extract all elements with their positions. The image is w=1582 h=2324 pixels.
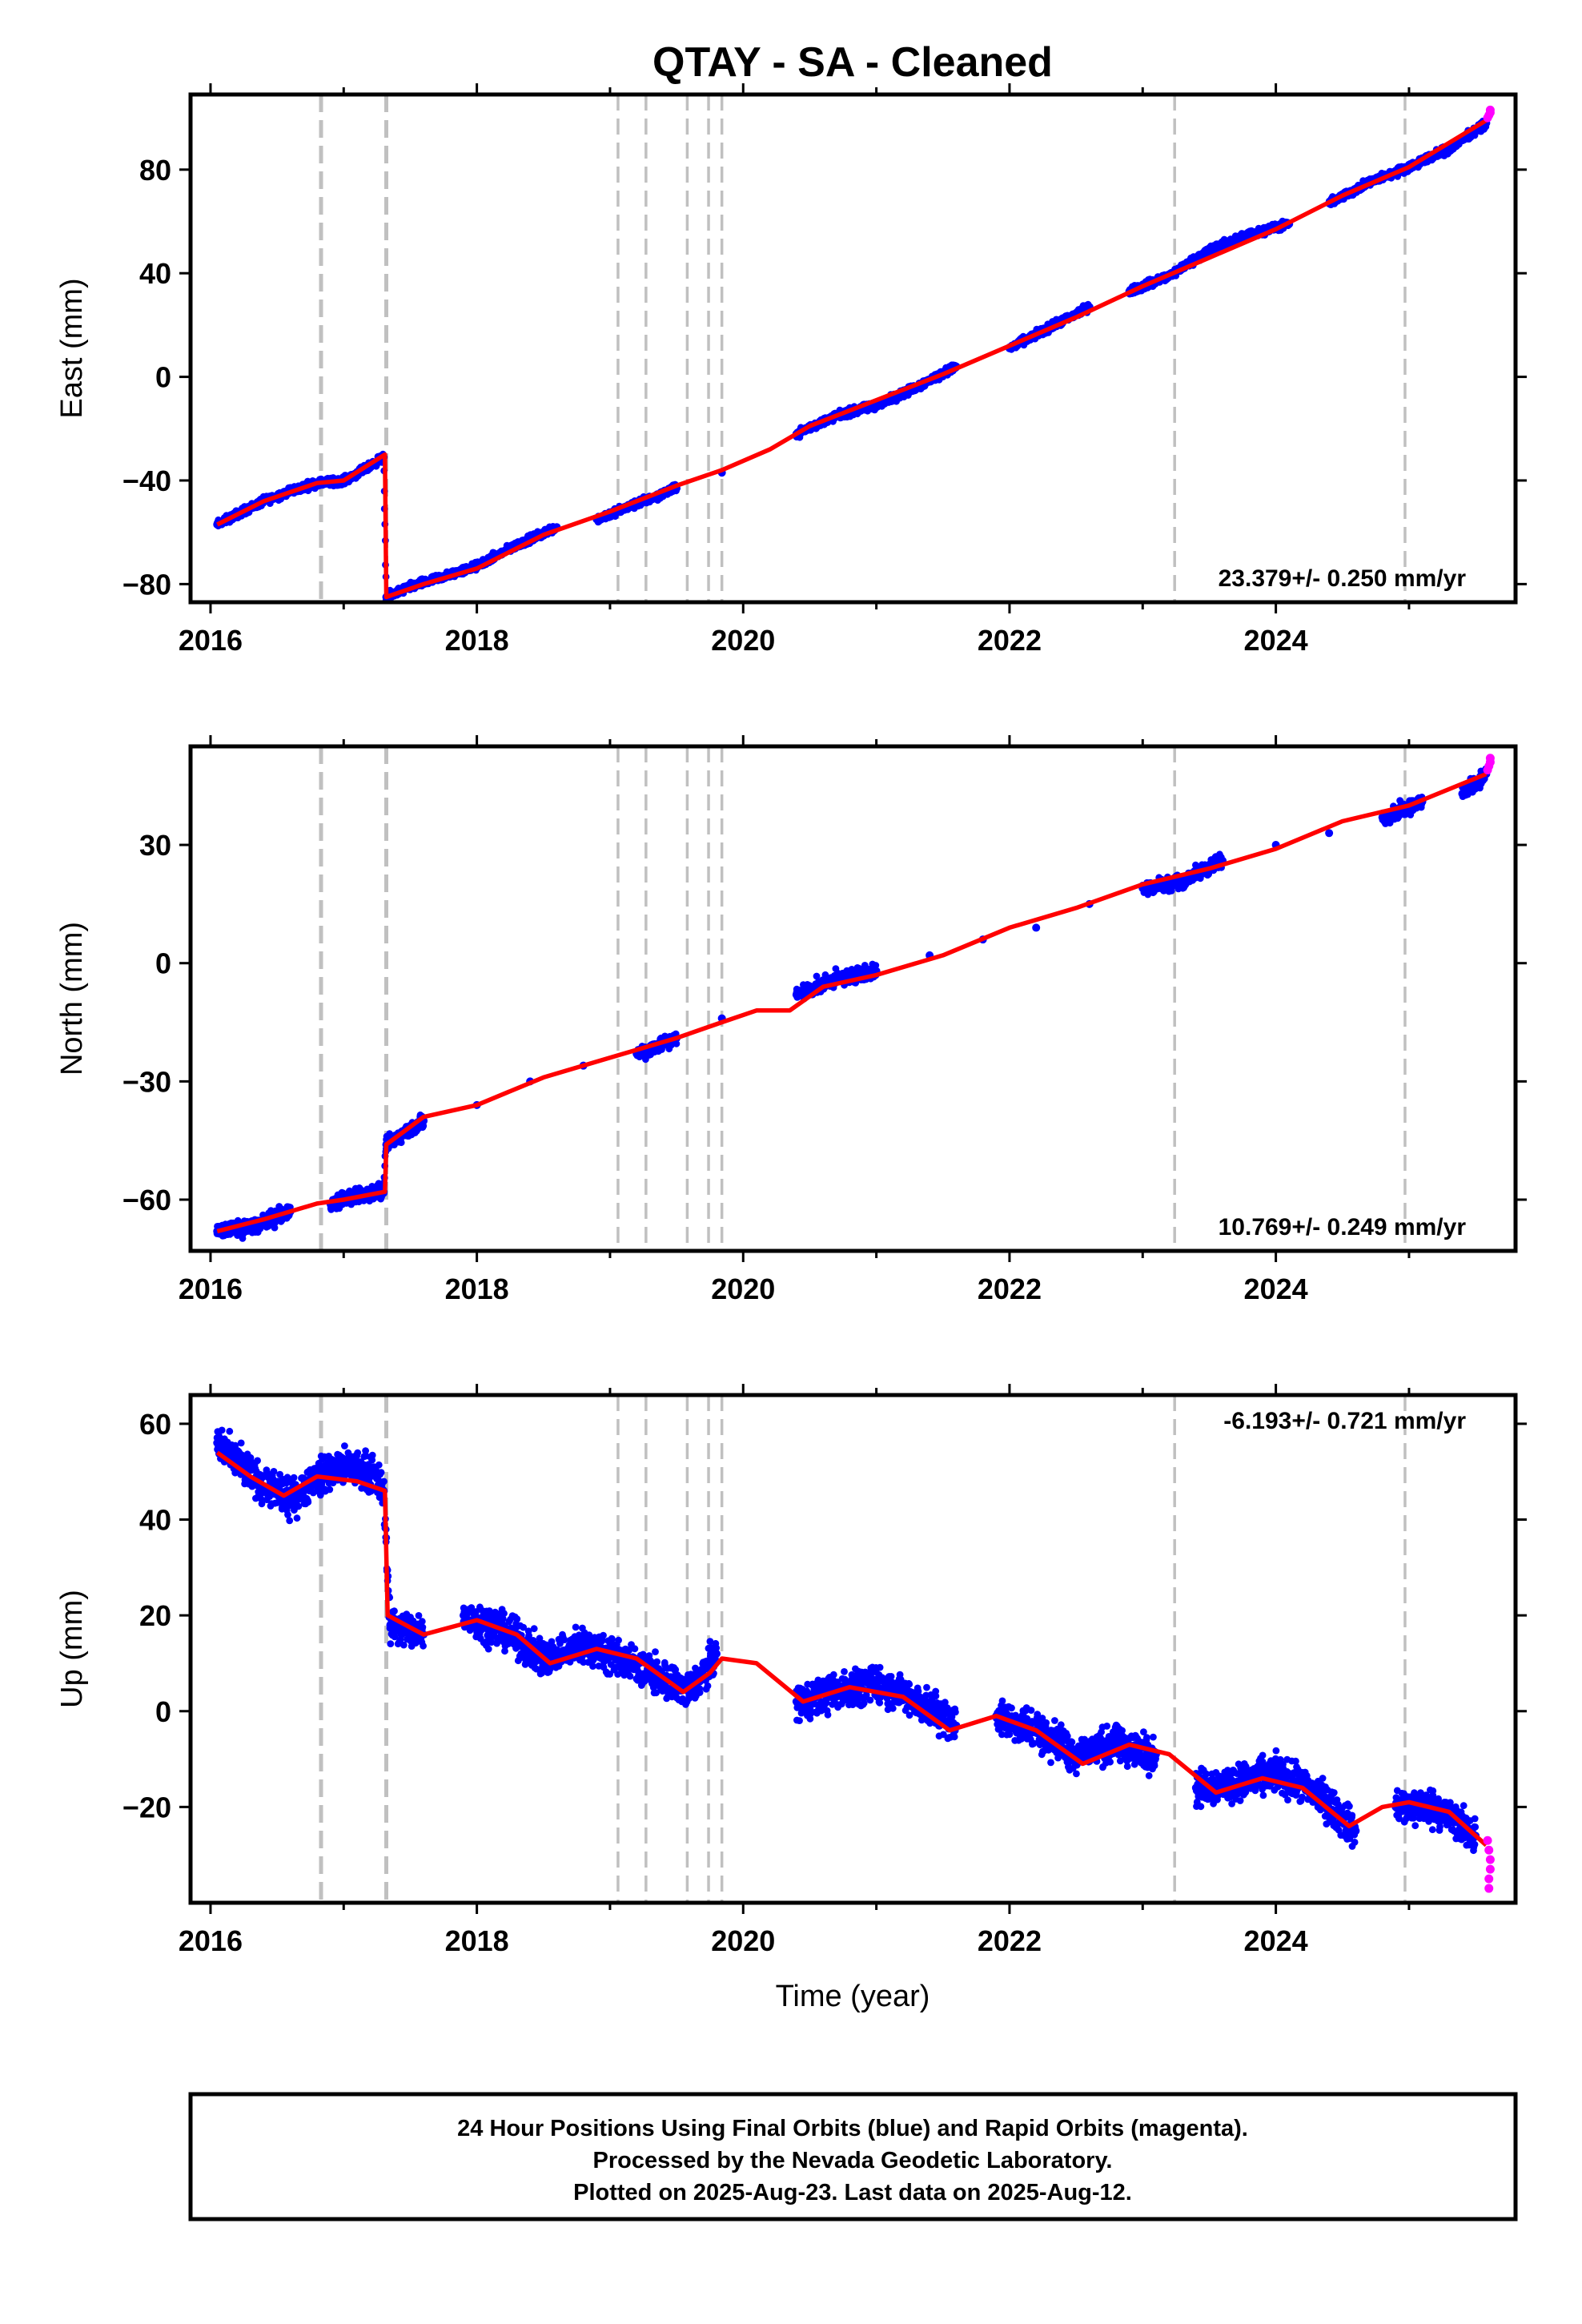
final-orbits-cloud bbox=[213, 1426, 1480, 1855]
x-tick-label: 2016 bbox=[179, 1273, 243, 1305]
final-orbit-point bbox=[1032, 923, 1041, 932]
final-orbit-point bbox=[832, 975, 841, 983]
final-orbit-point bbox=[270, 1468, 278, 1475]
y-tick-label: −60 bbox=[122, 1184, 171, 1216]
final-orbit-point bbox=[304, 1498, 312, 1506]
final-orbit-point bbox=[1458, 790, 1467, 798]
north-panel: 2016 2018 2020 2022 2024 −60 −30 0 30 North (mm) 1… bbox=[55, 735, 1527, 1305]
plot-frame bbox=[188, 92, 1518, 605]
final-orbit-point bbox=[792, 991, 801, 999]
final-orbit-point bbox=[280, 1498, 288, 1505]
y-tick-label: 0 bbox=[155, 947, 171, 980]
final-orbit-point bbox=[237, 1439, 245, 1447]
x-tick-label: 2022 bbox=[978, 1273, 1042, 1305]
final-orbit-point bbox=[316, 1491, 324, 1499]
y-tick-label: −40 bbox=[122, 464, 171, 497]
y-tick-label: 40 bbox=[139, 257, 171, 290]
plot-frame bbox=[188, 744, 1518, 1253]
final-orbit-point bbox=[1167, 887, 1175, 895]
y-tick-label: 30 bbox=[139, 829, 171, 862]
x-tick-label: 2022 bbox=[978, 624, 1042, 657]
x-tick-label: 2018 bbox=[445, 1273, 509, 1305]
x-tick-label: 2020 bbox=[711, 624, 775, 657]
y-tick-label: 80 bbox=[139, 154, 171, 187]
plot-area bbox=[213, 94, 1495, 602]
rapid-orbit-point bbox=[1485, 754, 1495, 763]
final-orbit-point bbox=[1444, 144, 1453, 153]
y-tick-label: 0 bbox=[155, 361, 171, 394]
y-axis-label: East (mm) bbox=[55, 278, 89, 418]
final-orbit-point bbox=[1378, 813, 1387, 822]
final-orbit-point bbox=[872, 401, 881, 410]
final-orbit-point bbox=[295, 1502, 303, 1510]
final-orbits-cloud bbox=[213, 117, 1490, 602]
model-line bbox=[216, 118, 1488, 600]
final-orbit-point bbox=[226, 1427, 234, 1435]
rate-label: 10.769+/- 0.249 mm/yr bbox=[1219, 1214, 1467, 1240]
rapid-orbit-point bbox=[1485, 105, 1495, 115]
x-tick-label: 2018 bbox=[445, 624, 509, 657]
x-tick-label: 2016 bbox=[179, 624, 243, 657]
plot-area bbox=[213, 1395, 1495, 1903]
final-orbit-point bbox=[284, 1511, 291, 1518]
final-orbit-point bbox=[254, 1457, 261, 1465]
final-orbit-point bbox=[293, 1514, 301, 1522]
final-orbit-point bbox=[872, 962, 880, 969]
y-axis-label: North (mm) bbox=[55, 922, 89, 1076]
plot-area bbox=[213, 746, 1495, 1251]
final-orbit-point bbox=[1325, 829, 1334, 838]
final-orbit-point bbox=[258, 1500, 266, 1508]
final-orbit-point bbox=[1245, 230, 1254, 239]
x-tick-label: 2020 bbox=[711, 1273, 775, 1305]
final-orbit-point bbox=[1205, 246, 1214, 255]
final-orbit-point bbox=[397, 1139, 405, 1147]
x-tick-label: 2024 bbox=[1244, 1273, 1308, 1305]
y-tick-label: −30 bbox=[122, 1065, 171, 1098]
final-orbit-point bbox=[813, 972, 821, 980]
model-line bbox=[216, 771, 1488, 1234]
final-orbit-point bbox=[257, 1494, 265, 1502]
final-orbit-point bbox=[1178, 876, 1187, 885]
chart-title: QTAY - SA - Cleaned bbox=[652, 39, 1053, 86]
rate-label: 23.379+/- 0.250 mm/yr bbox=[1219, 565, 1467, 592]
final-orbit-point bbox=[286, 1517, 294, 1525]
x-tick-label: 2024 bbox=[1244, 624, 1308, 657]
final-orbit-point bbox=[218, 1426, 226, 1434]
y-tick-label: −80 bbox=[122, 568, 171, 601]
final-orbit-point bbox=[283, 1474, 291, 1482]
final-orbit-point bbox=[326, 1486, 334, 1494]
east-panel: 2016 2018 2020 2022 2024 −80 −40 0 40 80 East (mm)… bbox=[55, 83, 1527, 657]
final-orbit-point bbox=[290, 1474, 298, 1482]
final-orbit-point bbox=[673, 1039, 681, 1047]
final-orbits-cloud bbox=[213, 765, 1490, 1242]
